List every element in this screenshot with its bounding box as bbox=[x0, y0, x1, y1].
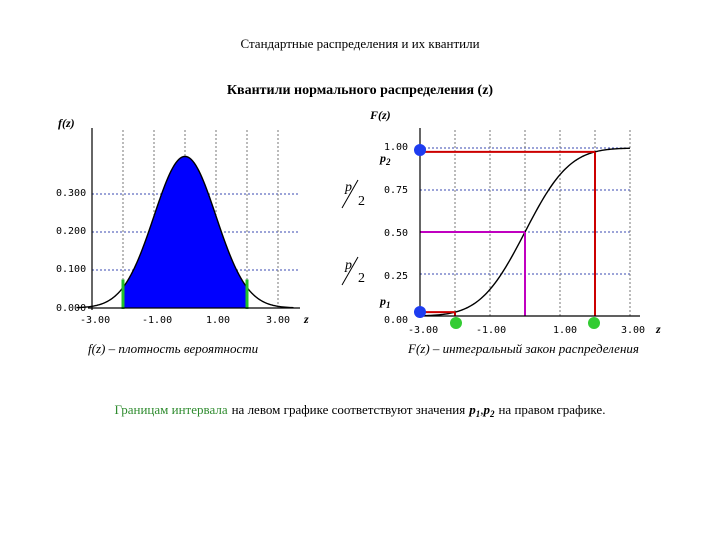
fraction-lower-slash bbox=[341, 256, 359, 286]
p1-subscript: 1 bbox=[386, 300, 391, 310]
right-y-tick-050: 0.50 bbox=[384, 228, 408, 239]
right-caption-text: F(z) – интегральный закон распределения bbox=[407, 341, 639, 356]
bottom-note-middle: на левом графике соответствуют значения bbox=[232, 402, 466, 417]
p1-marker bbox=[414, 306, 426, 318]
left-y-tick-0100: 0.100 bbox=[56, 264, 86, 275]
density-shaded-area bbox=[123, 156, 247, 308]
fraction-upper-den: 2 bbox=[358, 194, 365, 209]
bottom-note-p1-sub: 1 bbox=[476, 409, 481, 419]
right-x-tick-p3: 3.00 bbox=[621, 325, 645, 336]
left-x-tick-m1: -1.00 bbox=[142, 315, 172, 326]
right-y-label: F(z) bbox=[369, 108, 391, 122]
left-caption-text: f(z) – плотность вероятности bbox=[88, 341, 259, 356]
bottom-note-sep: , bbox=[480, 402, 483, 417]
bottom-note-green: Границам интервала bbox=[115, 402, 228, 417]
z2-marker bbox=[588, 317, 600, 329]
chart-subtitle: Квантили нормального распределения (z) bbox=[226, 83, 494, 98]
right-p2-label: p2 bbox=[379, 151, 391, 167]
left-y-tick-0200: 0.200 bbox=[56, 226, 86, 237]
left-y-tick-0300: 0.300 bbox=[56, 188, 86, 199]
fraction-upper-slash bbox=[341, 179, 359, 209]
fraction-upper: p 2 bbox=[341, 179, 365, 209]
p2-letter: p bbox=[379, 151, 386, 165]
right-chart: F(z) 1.00 0.75 0.50 0.25 0.00 p2 p1 -3.0… bbox=[369, 108, 661, 356]
left-y-label: f(z) bbox=[58, 116, 75, 130]
right-x-tick-m1: -1.00 bbox=[476, 325, 506, 336]
quantile-guides bbox=[420, 150, 596, 316]
z1-marker bbox=[450, 317, 462, 329]
left-x-tick-p1: 1.00 bbox=[206, 315, 230, 326]
bottom-note-p1: p bbox=[468, 402, 476, 417]
right-p1-label: p1 bbox=[379, 294, 391, 310]
fraction-lower-num: p bbox=[344, 258, 352, 273]
right-x-tick-p1: 1.00 bbox=[553, 325, 577, 336]
bottom-note: Границам интервала на левом графике соотв… bbox=[115, 402, 606, 419]
p1-letter: p bbox=[379, 294, 386, 308]
density-curve bbox=[76, 155, 294, 309]
fraction-upper-num: p bbox=[344, 180, 352, 195]
fraction-lower: p 2 bbox=[341, 256, 365, 286]
p2-marker bbox=[414, 144, 426, 156]
slide-title: Стандартные распределения и их квантили bbox=[240, 36, 480, 51]
left-y-tick-0000: 0.000 bbox=[56, 303, 86, 314]
bottom-note-p2: p bbox=[482, 402, 490, 417]
left-chart: f(z) 0.300 0.200 0.100 0.000 -3.00 -1.00… bbox=[56, 116, 309, 356]
left-caption: f(z) – плотность вероятности bbox=[88, 341, 259, 356]
right-y-tick-100: 1.00 bbox=[384, 142, 408, 153]
right-x-tick-m3: -3.00 bbox=[408, 325, 438, 336]
left-x-tick-p3: 3.00 bbox=[266, 315, 290, 326]
right-y-tick-025: 0.25 bbox=[384, 271, 408, 282]
right-y-tick-075: 0.75 bbox=[384, 185, 408, 196]
left-x-tick-m3: -3.00 bbox=[80, 315, 110, 326]
p2-subscript: 2 bbox=[385, 157, 391, 167]
fraction-lower-den: 2 bbox=[358, 271, 365, 286]
bottom-note-end: на правом графике. bbox=[498, 402, 605, 417]
right-y-tick-000: 0.00 bbox=[384, 315, 408, 326]
right-x-label: z bbox=[655, 322, 661, 336]
left-x-label: z bbox=[303, 312, 309, 326]
bottom-note-p2-sub: 2 bbox=[489, 409, 495, 419]
right-caption: F(z) – интегральный закон распределения bbox=[407, 341, 639, 356]
